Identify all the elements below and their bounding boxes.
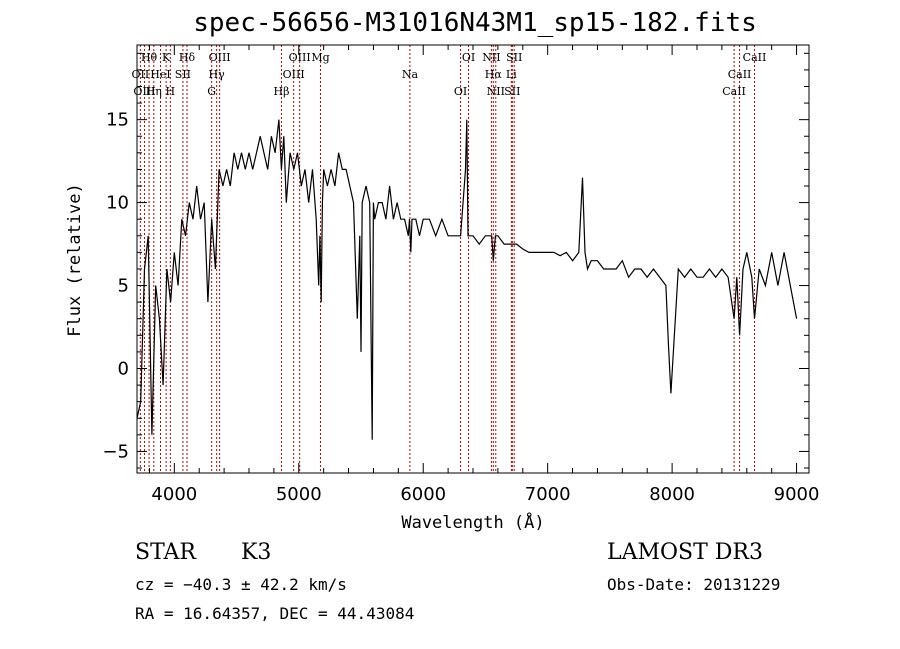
line-label: G: [207, 85, 216, 98]
line-label: SII: [175, 68, 191, 81]
line-label: Hγ: [209, 68, 226, 81]
object-class: STAR: [135, 540, 196, 565]
line-label: HeI: [150, 68, 170, 81]
x-tick-label: 7000: [525, 484, 571, 505]
y-tick-label: 15: [106, 110, 129, 131]
x-tick-label: 9000: [774, 484, 820, 505]
redshift-value: cz = −40.3 ± 42.2 km/s: [135, 575, 347, 594]
line-label: OI: [462, 51, 475, 64]
line-label: Hβ: [274, 85, 290, 98]
survey-name: LAMOST DR3: [607, 540, 763, 565]
line-label: OII: [132, 68, 150, 81]
x-tick-label: 8000: [649, 484, 695, 505]
line-label: SII: [506, 51, 522, 64]
line-label: OIII: [289, 51, 311, 64]
line-label: NII: [487, 85, 505, 98]
line-label: NII: [482, 51, 500, 64]
y-axis-label: Flux (relative): [65, 183, 85, 337]
line-label: SII: [504, 85, 520, 98]
chart-title: spec-56656-M31016N43M1_sp15-182.fits: [193, 8, 757, 38]
line-label: Hδ: [179, 51, 196, 64]
y-tick-label: 5: [118, 276, 129, 297]
line-label: CaII: [728, 68, 752, 81]
object-subclass: K3: [241, 540, 272, 565]
y-tick-label: 0: [118, 358, 129, 379]
coordinates: RA = 16.64357, DEC = 44.43084: [135, 604, 415, 623]
x-axis-label: Wavelength (Å): [401, 511, 544, 533]
line-label: Mg: [311, 51, 329, 64]
line-label: Hα: [485, 68, 503, 81]
x-tick-label: 5000: [276, 484, 322, 505]
x-tick-label: 4000: [151, 484, 197, 505]
line-label: CaII: [743, 51, 767, 64]
line-label: K: [162, 51, 171, 64]
line-label: OIII: [209, 51, 231, 64]
x-tick-labels: 4000 5000 6000 7000 8000 9000: [151, 484, 819, 505]
y-tick-label: −5: [102, 441, 129, 462]
plot-frame: [136, 44, 810, 474]
axis-ticks: [137, 45, 809, 473]
line-label: OI: [454, 85, 467, 98]
spectral-line-markers: [139, 45, 755, 473]
line-label: H: [166, 85, 176, 98]
x-tick-label: 6000: [400, 484, 446, 505]
line-label: Hη: [146, 85, 162, 98]
y-tick-labels: −5 0 5 10 15: [102, 110, 129, 463]
line-label: OIII: [133, 85, 155, 98]
y-tick-label: 10: [106, 193, 129, 214]
spectrum-series-line: [136, 119, 798, 440]
line-label: Hθ: [141, 51, 158, 64]
spectral-line-labels: Hθ OII OIII K HeI Hη Hδ SII H OIII Hγ G OIII OIII Hβ Mg…: [132, 51, 767, 98]
line-label: Na: [402, 68, 419, 81]
line-label: CaII: [722, 85, 746, 98]
line-label: Li: [506, 68, 517, 81]
line-label: OIII: [283, 68, 305, 81]
obs-date: Obs-Date: 20131229: [607, 575, 781, 594]
